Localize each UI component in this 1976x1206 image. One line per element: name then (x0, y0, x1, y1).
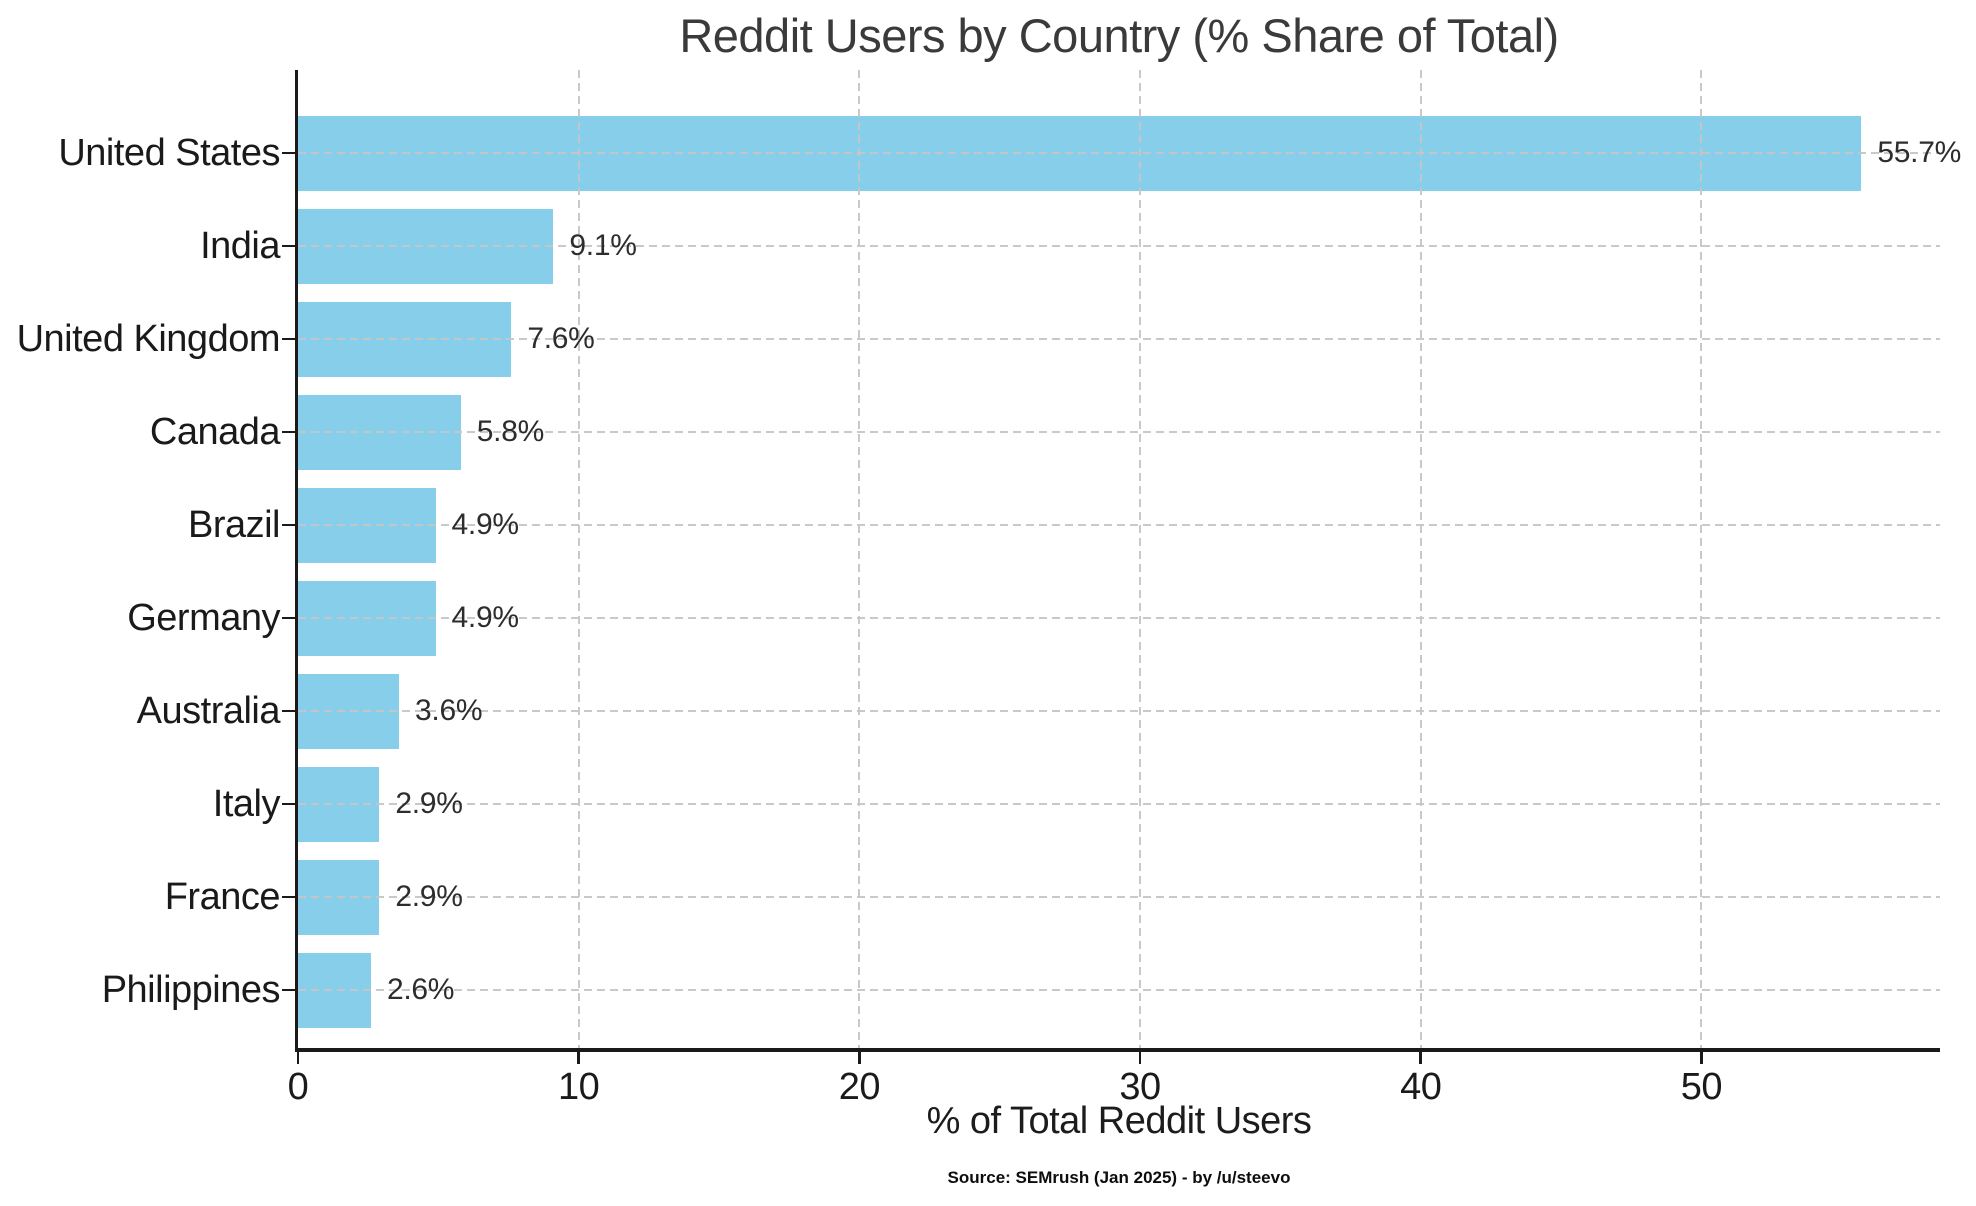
x-gridline (1419, 70, 1422, 1048)
category-label: Philippines (101, 969, 281, 1011)
y-tick-mark (281, 151, 295, 155)
x-gridline (1700, 70, 1703, 1048)
x-tick-mark (858, 1051, 861, 1064)
y-tick-mark (281, 616, 295, 620)
y-tick-mark (281, 430, 295, 434)
y-gridline (298, 431, 1940, 433)
x-tick-label: 50 (1680, 1066, 1723, 1108)
x-tick-mark (296, 1051, 300, 1064)
bar-value-label: 5.8% (476, 415, 544, 448)
bar-value-label: 7.6% (527, 322, 595, 355)
y-tick-mark (281, 523, 295, 527)
y-axis-spine (294, 70, 298, 1051)
x-tick-mark (1700, 1051, 1703, 1064)
y-tick-mark (281, 337, 295, 341)
category-label: Brazil (187, 504, 281, 546)
bar-value-label: 55.7% (1877, 136, 1961, 169)
y-gridline (298, 989, 1940, 991)
source-note: Source: SEMrush (Jan 2025) - by /u/steev… (947, 1168, 1291, 1187)
category-label: Canada (149, 411, 281, 453)
y-gridline (298, 245, 1940, 247)
x-tick-label: 30 (1119, 1066, 1161, 1108)
y-tick-mark (281, 988, 295, 992)
x-gridline (858, 70, 861, 1048)
y-tick-mark (281, 244, 295, 248)
category-label: India (200, 225, 280, 267)
x-axis-title: % of Total Reddit Users (926, 1100, 1312, 1142)
category-label: Italy (212, 783, 281, 825)
category-label: United States (58, 132, 280, 174)
y-gridline (298, 617, 1940, 619)
bar-value-label: 2.9% (395, 880, 463, 913)
bar-value-label: 9.1% (569, 229, 637, 262)
x-tick-mark (1419, 1051, 1422, 1064)
x-tick-label: 10 (558, 1066, 600, 1108)
plot-area: 0 10 20 30 40 50 United States 55.7% India 9.1% Un… (17, 70, 1961, 1108)
x-tick-label: 0 (287, 1066, 309, 1108)
y-gridline (298, 896, 1940, 898)
x-tick-label: 40 (1400, 1066, 1442, 1108)
category-label: Australia (136, 690, 281, 732)
category-label: Germany (127, 597, 280, 639)
bar-value-label: 4.9% (451, 601, 519, 634)
y-gridline (298, 803, 1940, 805)
x-tick-mark (577, 1051, 580, 1064)
x-gridline (577, 70, 580, 1048)
bar-value-label: 4.9% (451, 508, 519, 541)
y-gridline (298, 524, 1940, 526)
x-tick-mark (1138, 1051, 1142, 1064)
y-gridline (298, 710, 1940, 712)
y-gridline (298, 152, 1940, 154)
y-tick-mark (281, 802, 295, 806)
x-gridline (1139, 70, 1142, 1048)
chart-title: Reddit Users by Country (% Share of Tota… (679, 9, 1559, 62)
bar-value-label: 2.6% (386, 973, 455, 1006)
x-tick-label: 20 (838, 1066, 881, 1108)
x-axis-spine (294, 1048, 1940, 1052)
category-label: France (164, 876, 281, 918)
category-label: United Kingdom (16, 318, 281, 360)
bar-value-label: 3.6% (415, 694, 483, 727)
y-tick-mark (281, 709, 295, 713)
y-tick-mark (281, 895, 295, 899)
y-gridline (298, 338, 1940, 340)
bar-value-label: 2.9% (395, 787, 463, 820)
